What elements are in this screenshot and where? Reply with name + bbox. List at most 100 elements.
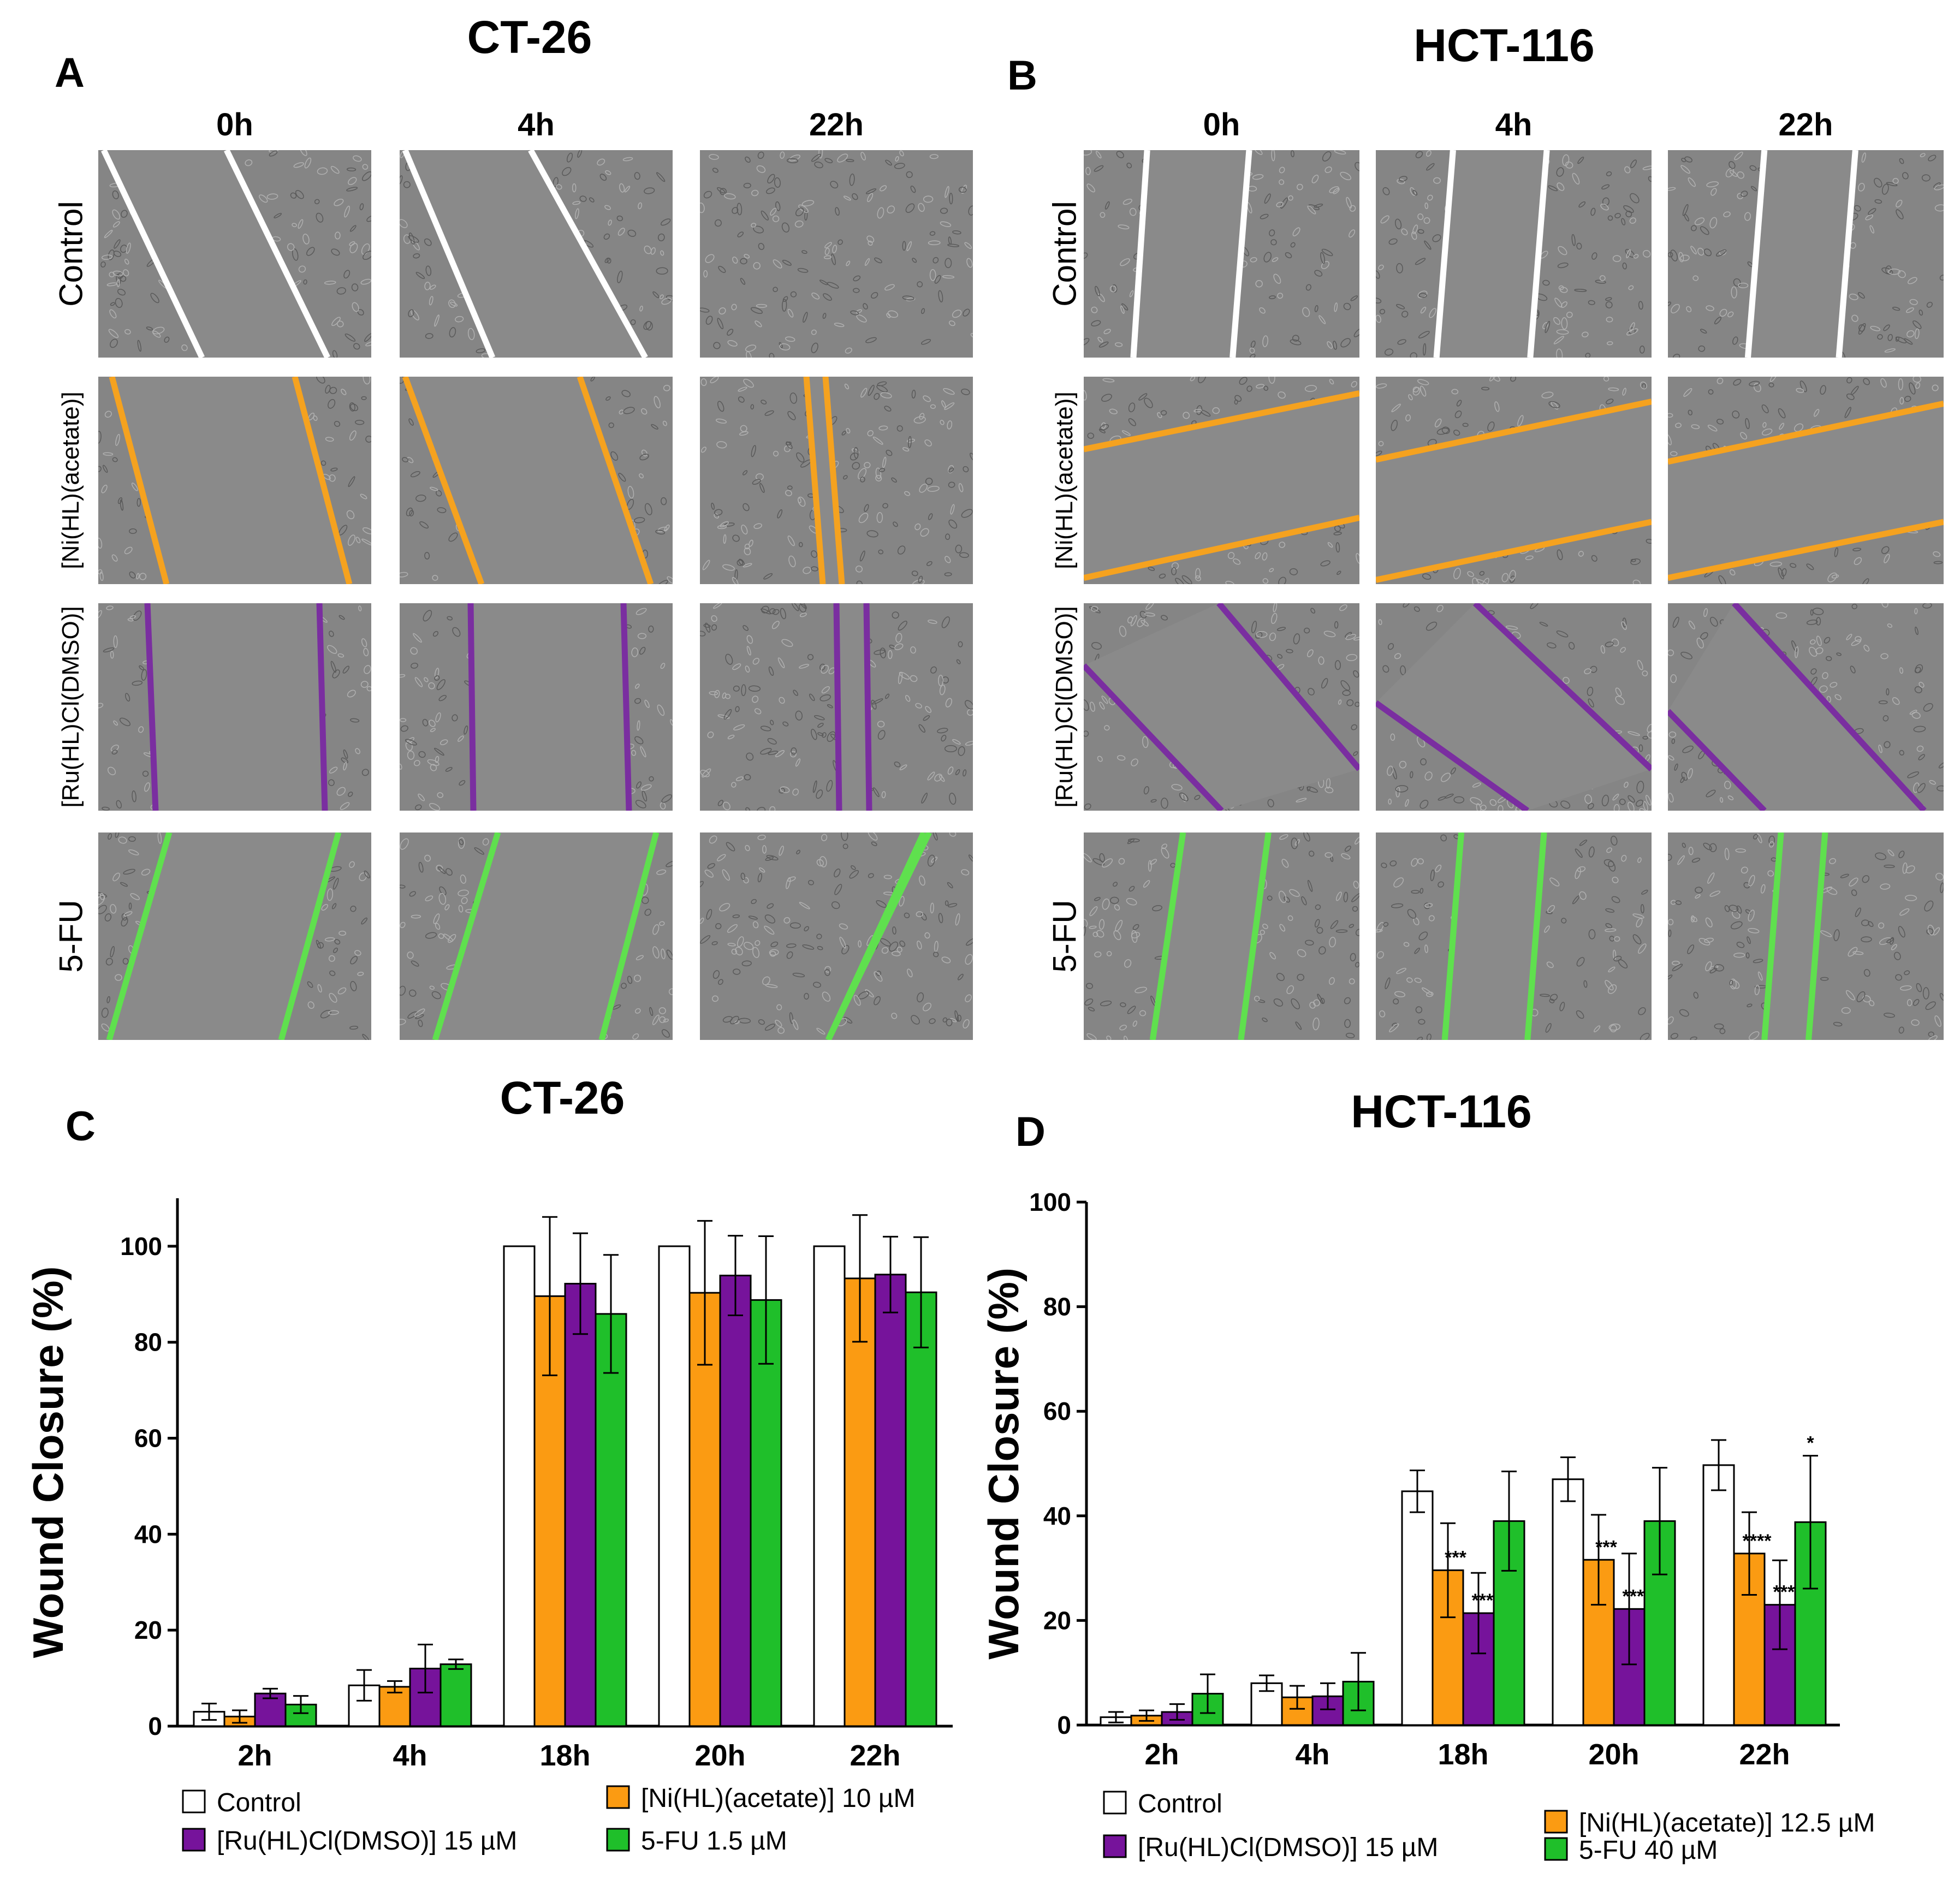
cell [796, 849, 800, 855]
cell [821, 664, 829, 674]
cell [425, 265, 432, 276]
cell [338, 930, 347, 936]
cell [727, 340, 738, 347]
cell [970, 453, 973, 461]
cell [1668, 301, 1671, 307]
cell [842, 475, 848, 480]
cell [1424, 240, 1432, 250]
cell [827, 282, 839, 289]
cell [938, 290, 943, 302]
cell [766, 187, 775, 194]
cell [770, 719, 774, 726]
cell [1672, 616, 1679, 628]
cell [1277, 293, 1284, 299]
cell [125, 693, 130, 702]
cell [1316, 927, 1323, 934]
cell [1318, 656, 1325, 665]
cell [1709, 843, 1717, 852]
cell [949, 1018, 957, 1022]
cell [349, 241, 355, 246]
cell [1418, 331, 1430, 338]
cell [716, 441, 727, 449]
cell [727, 734, 735, 740]
cell [803, 312, 808, 323]
cell [891, 477, 897, 483]
cell [341, 757, 348, 764]
cell [112, 457, 118, 462]
cell [1603, 859, 1614, 867]
cell [108, 833, 112, 840]
cell [1896, 199, 1903, 208]
cell [1826, 695, 1831, 703]
cell [1670, 451, 1678, 456]
wound-gap [806, 377, 842, 584]
cell [945, 900, 949, 906]
cell [1619, 799, 1626, 805]
cell [350, 981, 357, 991]
cell [113, 635, 118, 649]
cell [1353, 637, 1359, 641]
cell [793, 689, 798, 696]
cell [1715, 249, 1727, 257]
cell [1340, 338, 1351, 348]
bar-2-22h [874, 1274, 907, 1727]
cell [343, 270, 351, 279]
cell [1668, 974, 1673, 980]
cell [921, 308, 925, 314]
cell [328, 1010, 339, 1015]
cell [1668, 929, 1672, 937]
cell [1262, 1018, 1268, 1022]
legend-label: 5-FU 40 µM [1579, 1836, 1718, 1865]
legend-swatch [606, 1785, 630, 1809]
cell [120, 882, 128, 887]
cell [1810, 609, 1814, 616]
cell [846, 427, 851, 433]
cell [348, 534, 355, 546]
micrograph-a-0-1 [400, 150, 673, 358]
cell [924, 932, 930, 939]
cell [1579, 839, 1588, 846]
cell [363, 647, 369, 657]
cell [1700, 329, 1707, 334]
wound-edge-line [1149, 833, 1186, 1040]
cell [864, 504, 869, 512]
cell [910, 646, 916, 654]
row-label-a-3: 5-FU [52, 900, 90, 973]
cell [722, 692, 727, 699]
cell [790, 291, 797, 298]
cell [430, 728, 436, 733]
cell [727, 924, 738, 933]
cell [1389, 860, 1397, 866]
cell [730, 1015, 739, 1025]
cell [1743, 882, 1750, 889]
cell [1886, 182, 1898, 187]
cell [1453, 796, 1465, 804]
cell [1899, 908, 1910, 916]
cell [408, 235, 419, 243]
cell [1925, 1001, 1936, 1010]
cell [432, 631, 438, 637]
cell [408, 309, 414, 318]
cell [824, 158, 833, 163]
cell [107, 766, 116, 776]
cell [103, 452, 114, 456]
cell [1571, 234, 1576, 246]
cell [1833, 929, 1840, 942]
cell [929, 154, 939, 159]
cell [346, 167, 357, 171]
cell [656, 869, 667, 875]
cell [1396, 304, 1405, 310]
cell [1795, 646, 1799, 658]
cell [1639, 808, 1646, 811]
cell [722, 1016, 733, 1023]
cell [1179, 792, 1189, 801]
cell [1629, 322, 1635, 332]
cell [130, 893, 140, 900]
cell [961, 509, 973, 518]
cell [142, 770, 149, 777]
cell [877, 730, 886, 740]
cell [964, 700, 973, 710]
wound-edge-line [1805, 833, 1828, 1040]
cell [136, 573, 140, 580]
cell [717, 525, 727, 530]
